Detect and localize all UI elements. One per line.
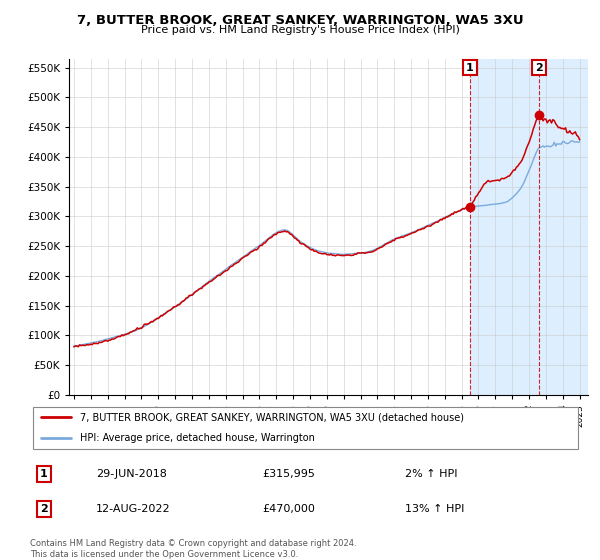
Bar <box>470 59 590 395</box>
Text: 1: 1 <box>40 469 47 479</box>
Text: 2: 2 <box>535 63 543 73</box>
Text: HPI: Average price, detached house, Warrington: HPI: Average price, detached house, Warr… <box>80 433 314 444</box>
Text: £315,995: £315,995 <box>262 469 315 479</box>
Text: £470,000: £470,000 <box>262 504 315 514</box>
Text: 2: 2 <box>40 504 47 514</box>
Text: 7, BUTTER BROOK, GREAT SANKEY, WARRINGTON, WA5 3XU (detached house): 7, BUTTER BROOK, GREAT SANKEY, WARRINGTO… <box>80 412 464 422</box>
Text: 2% ↑ HPI: 2% ↑ HPI <box>406 469 458 479</box>
FancyBboxPatch shape <box>33 407 578 449</box>
Text: Contains HM Land Registry data © Crown copyright and database right 2024.
This d: Contains HM Land Registry data © Crown c… <box>30 539 356 559</box>
Text: 7, BUTTER BROOK, GREAT SANKEY, WARRINGTON, WA5 3XU: 7, BUTTER BROOK, GREAT SANKEY, WARRINGTO… <box>77 14 523 27</box>
Text: 12-AUG-2022: 12-AUG-2022 <box>96 504 171 514</box>
Text: 1: 1 <box>466 63 474 73</box>
Text: 13% ↑ HPI: 13% ↑ HPI <box>406 504 465 514</box>
Text: 29-JUN-2018: 29-JUN-2018 <box>96 469 167 479</box>
Text: Price paid vs. HM Land Registry's House Price Index (HPI): Price paid vs. HM Land Registry's House … <box>140 25 460 35</box>
